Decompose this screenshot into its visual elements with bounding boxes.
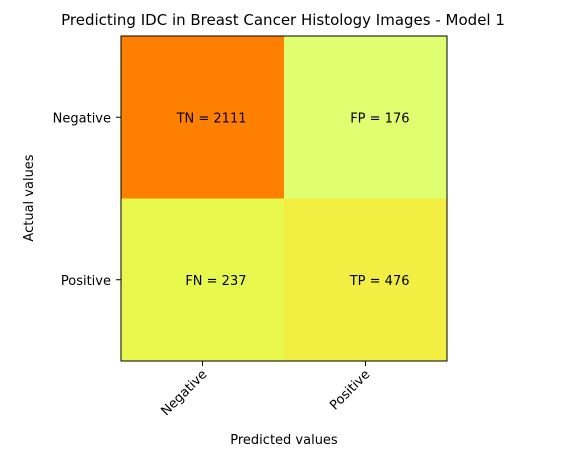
- x-axis-ticks: Negative Positive: [158, 361, 373, 419]
- heatmap-cell-negative-positive: [284, 36, 447, 199]
- x-tick-label-positive: Positive: [327, 367, 373, 413]
- cell-value-label: FN = 237: [185, 274, 246, 289]
- y-tick-label-positive: Positive: [61, 274, 111, 289]
- y-axis-ticks: Negative Positive: [53, 111, 121, 289]
- chart-title: Predicting IDC in Breast Cancer Histolog…: [61, 11, 505, 29]
- y-axis-label: Actual values: [22, 154, 37, 241]
- cell-value-label: TP = 476: [349, 274, 410, 289]
- cell-value-label: TN = 2111: [176, 111, 247, 126]
- heatmap-cell-negative-negative: [121, 36, 284, 199]
- cell-value-label: FP = 176: [350, 111, 409, 126]
- heatmap-cells: [121, 36, 447, 361]
- heatmap-cell-positive-positive: [284, 198, 447, 361]
- heatmap-cell-positive-negative: [121, 198, 284, 361]
- y-tick-label-negative: Negative: [53, 111, 111, 126]
- x-tick-label-negative: Negative: [158, 367, 210, 419]
- x-axis-label: Predicted values: [230, 433, 338, 448]
- cell-value-labels: TN = 2111 FP = 176 FN = 237 TP = 476: [176, 111, 410, 289]
- plot-frame: [120, 35, 448, 362]
